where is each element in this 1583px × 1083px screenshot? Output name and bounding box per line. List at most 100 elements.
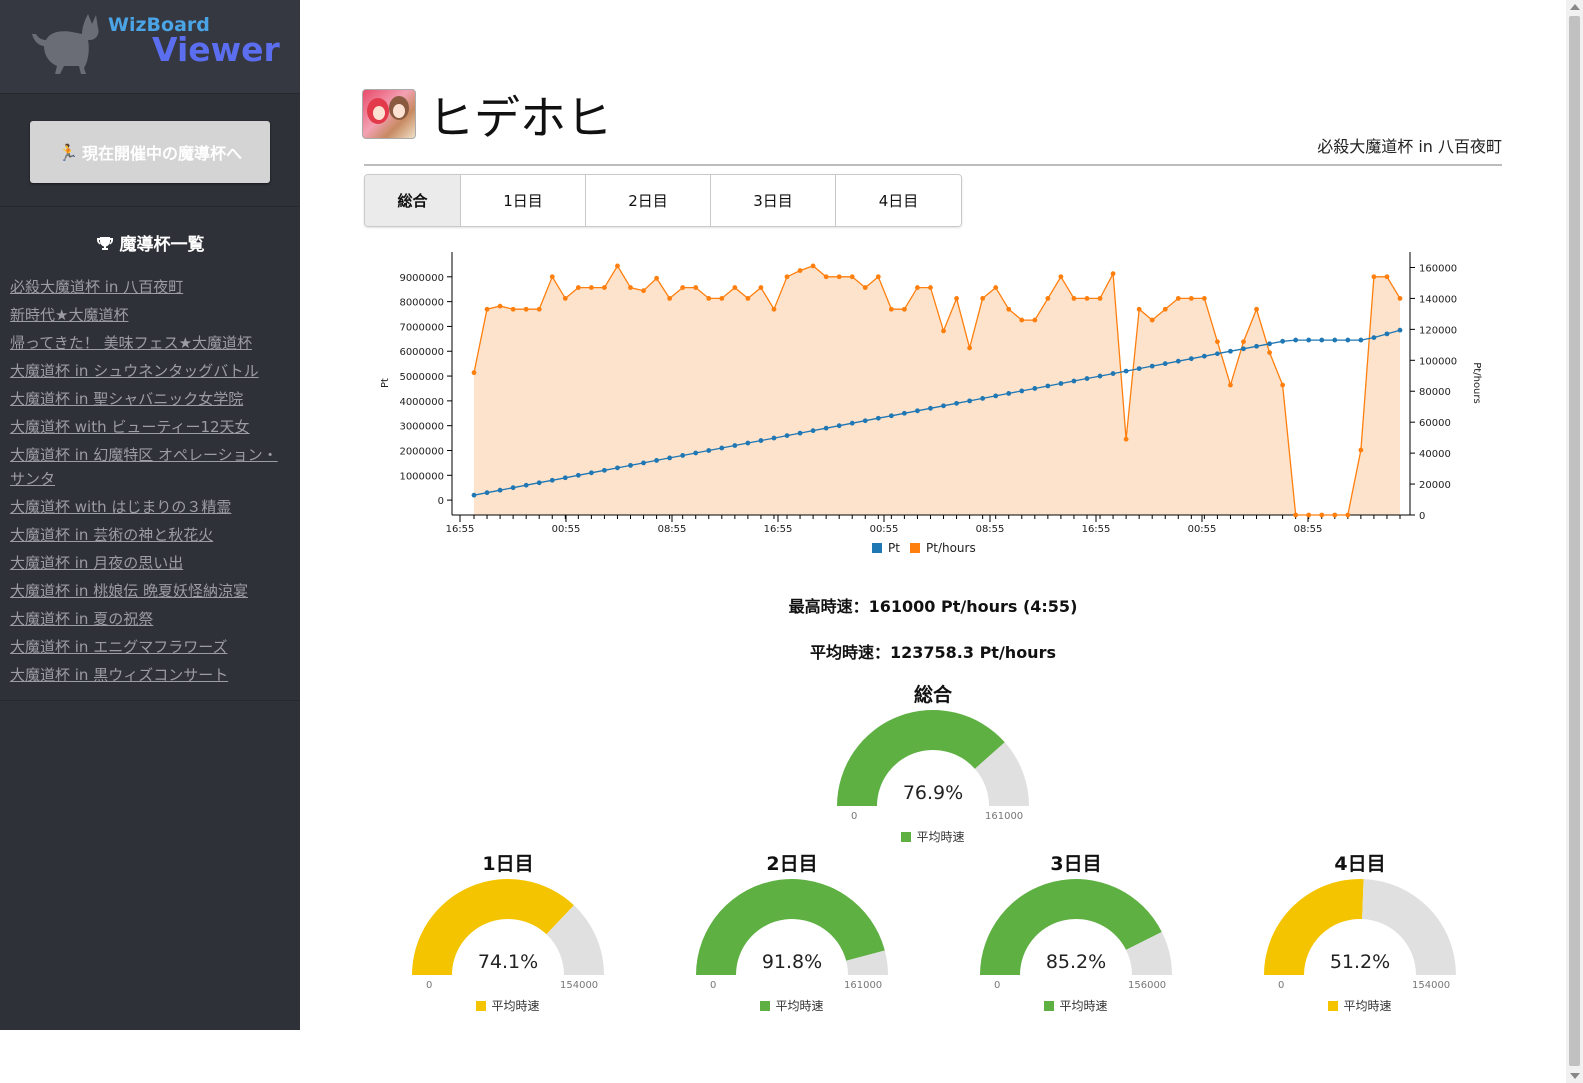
y-right-tick-label: 140000 bbox=[1419, 294, 1457, 305]
cup-list-item: 大魔道杯 in 夏の祝祭 bbox=[10, 607, 285, 631]
pth-point bbox=[849, 274, 855, 280]
pt-point bbox=[719, 445, 725, 451]
gauge-overall: 総合 76.9% 0 161000 平均時速 bbox=[833, 680, 1033, 850]
cup-link[interactable]: 帰ってきた！ 美味フェス★大魔道杯 bbox=[10, 334, 253, 352]
cup-list-item: 大魔道杯 in 幻魔特区 オペレーション・サンタ bbox=[10, 443, 285, 491]
max-speed: 最高時速：161000 Pt/hours (4:55) bbox=[788, 597, 1078, 616]
cup-link[interactable]: 新時代★大魔道杯 bbox=[10, 306, 129, 324]
pth-point bbox=[888, 306, 894, 312]
cup-link[interactable]: 大魔道杯 in 芸術の神と秋花火 bbox=[10, 526, 214, 544]
pth-point bbox=[588, 285, 594, 290]
pth-point bbox=[875, 274, 881, 280]
pth-point bbox=[954, 296, 959, 301]
y-right-tick-label: 0 bbox=[1419, 511, 1425, 522]
cup-link[interactable]: 大魔道杯 in 聖シャバニック女学院 bbox=[10, 390, 244, 408]
pt-point bbox=[771, 435, 777, 441]
scrollbar[interactable] bbox=[1566, 0, 1583, 1083]
cup-link[interactable]: 大魔道杯 in 夏の祝祭 bbox=[10, 610, 154, 628]
gauge-min: 0 bbox=[1278, 980, 1285, 991]
y-left-axis-label: Pt bbox=[380, 378, 391, 388]
scroll-down-icon[interactable] bbox=[1570, 1073, 1580, 1079]
pth-point bbox=[915, 285, 920, 290]
pt-point bbox=[1084, 376, 1090, 381]
pt-point bbox=[758, 438, 764, 443]
pt-point bbox=[732, 443, 738, 448]
gauge-min: 0 bbox=[994, 980, 1001, 991]
gauge-max: 154000 bbox=[560, 980, 599, 991]
pth-point bbox=[628, 285, 633, 290]
y-right-tick-label: 80000 bbox=[1419, 387, 1451, 398]
cup-link[interactable]: 大魔道杯 in 桃娘伝 晩夏妖怪納涼宴 bbox=[10, 582, 248, 600]
pth-point bbox=[1097, 296, 1103, 301]
gauge-legend-swatch bbox=[1044, 1001, 1055, 1011]
current-cup-button[interactable]: 🏃 現在開催中の魔導杯へ bbox=[30, 121, 270, 183]
tab-day-2[interactable]: 2日目 bbox=[586, 175, 711, 226]
trophy-icon bbox=[96, 237, 113, 250]
gauge-legend-swatch bbox=[901, 832, 912, 842]
pt-point bbox=[1384, 331, 1390, 337]
pth-point bbox=[1136, 306, 1142, 312]
x-tick-label: 00:55 bbox=[870, 524, 899, 535]
pt-point bbox=[797, 430, 803, 436]
scroll-up-icon[interactable] bbox=[1570, 4, 1580, 10]
y-right-tick-label: 160000 bbox=[1419, 263, 1457, 274]
pt-point bbox=[693, 450, 699, 456]
pt-point bbox=[1188, 356, 1194, 362]
gauge-arc bbox=[412, 879, 604, 975]
x-tick-label: 16:55 bbox=[446, 524, 475, 535]
tab-day-1[interactable]: 1日目 bbox=[461, 175, 586, 226]
cup-list-item: 大魔道杯 in 黒ウィズコンサート bbox=[10, 663, 285, 687]
legend-swatch-pth bbox=[910, 543, 920, 553]
gauge-percent: 91.8% bbox=[761, 951, 823, 973]
cup-link[interactable]: 大魔道杯 with ビューティー12天女 bbox=[10, 418, 250, 436]
gauge-day-3: 3日目 85.2% 0 156000 平均時速 bbox=[976, 849, 1176, 1019]
pth-point bbox=[562, 296, 568, 301]
pt-point bbox=[810, 428, 816, 434]
sidebar: WizBoard Viewer 🏃 現在開催中の魔導杯へ 魔導杯一覧 必殺大魔道… bbox=[0, 0, 300, 1030]
tab-day-4[interactable]: 4日目 bbox=[836, 175, 961, 226]
pth-point bbox=[836, 274, 842, 280]
pth-point bbox=[667, 296, 673, 301]
cup-list-item: 必殺大魔道杯 in 八百夜町 bbox=[10, 275, 285, 299]
gauge-arc bbox=[837, 710, 1029, 806]
cup-link[interactable]: 大魔道杯 in 月夜の思い出 bbox=[10, 554, 184, 572]
pth-point bbox=[758, 285, 764, 290]
cup-link[interactable]: 大魔道杯 in 幻魔特区 オペレーション・サンタ bbox=[10, 446, 278, 488]
pth-point bbox=[980, 296, 986, 301]
pth-point bbox=[823, 274, 829, 280]
logo[interactable]: WizBoard Viewer bbox=[0, 0, 300, 94]
pt-point bbox=[1149, 363, 1155, 369]
cup-link[interactable]: 大魔道杯 with はじまりの３精霊 bbox=[10, 498, 232, 516]
pt-point bbox=[654, 458, 659, 463]
cup-list-title: 魔導杯一覧 bbox=[0, 230, 300, 255]
pth-point bbox=[1267, 350, 1272, 355]
cup-link[interactable]: 大魔道杯 in シュウネンタッグバトル bbox=[10, 362, 259, 380]
cup-link[interactable]: 大魔道杯 in エニグマフラワーズ bbox=[10, 638, 228, 656]
x-tick-label: 08:55 bbox=[1294, 524, 1323, 535]
gauge-legend-label: 平均時速 bbox=[775, 999, 824, 1013]
pt-point bbox=[888, 413, 894, 419]
gauge-legend-label: 平均時速 bbox=[1059, 999, 1108, 1013]
pt-point bbox=[1267, 341, 1272, 347]
gauge-title: 1日目 bbox=[482, 853, 534, 875]
tab-day-3[interactable]: 3日目 bbox=[711, 175, 836, 226]
cup-link[interactable]: 必殺大魔道杯 in 八百夜町 bbox=[10, 278, 184, 296]
pt-point bbox=[680, 453, 686, 458]
pth-point bbox=[1032, 317, 1038, 323]
gauge-title: 総合 bbox=[913, 684, 952, 706]
gauge-percent: 74.1% bbox=[477, 951, 539, 973]
scroll-thumb[interactable] bbox=[1569, 16, 1580, 1066]
tab-overall[interactable]: 総合 bbox=[365, 175, 461, 226]
gauge-min: 0 bbox=[851, 811, 858, 822]
pth-point bbox=[1228, 382, 1233, 388]
cup-list-item: 帰ってきた！ 美味フェス★大魔道杯 bbox=[10, 331, 285, 355]
pt-point bbox=[523, 482, 529, 488]
pth-area bbox=[474, 265, 1400, 515]
pt-point bbox=[993, 393, 999, 399]
pt-point bbox=[562, 475, 568, 481]
gauge-title: 2日目 bbox=[766, 853, 818, 875]
pt-point bbox=[1123, 368, 1129, 374]
cup-link[interactable]: 大魔道杯 in 黒ウィズコンサート bbox=[10, 666, 229, 684]
pth-point bbox=[1071, 296, 1077, 301]
y-left-tick-label: 0 bbox=[438, 496, 444, 507]
